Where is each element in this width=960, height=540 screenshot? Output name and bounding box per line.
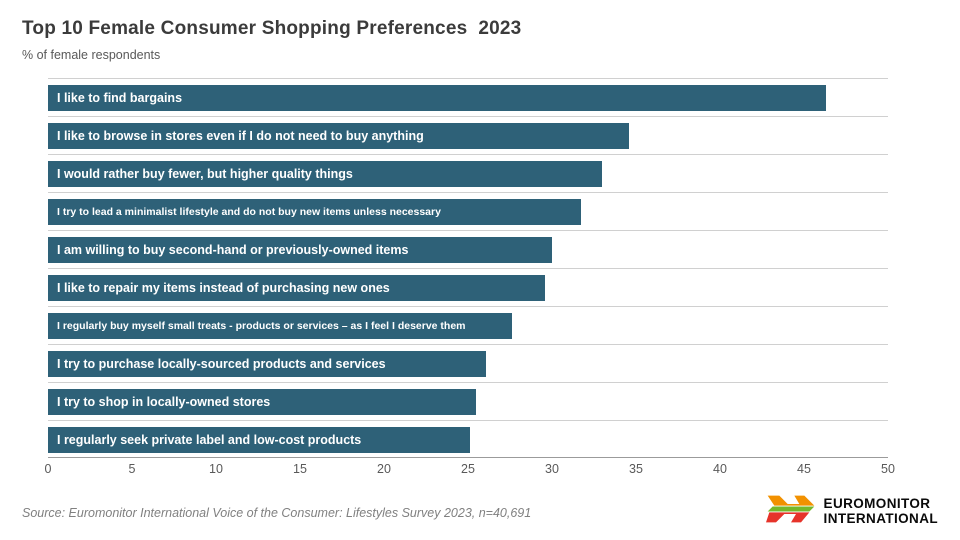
bar-label: I try to purchase locally-sourced produc… (57, 357, 386, 371)
euromonitor-logo: EUROMONITOR INTERNATIONAL (765, 494, 938, 529)
bar: I like to find bargains (48, 85, 826, 111)
plot-area: I like to find bargains I like to browse … (48, 78, 888, 458)
bar: I regularly seek private label and low-c… (48, 427, 470, 453)
bar-label: I try to shop in locally-owned stores (57, 395, 271, 409)
x-tick-label: 40 (713, 462, 727, 476)
bar-row: I would rather buy fewer, but higher qua… (48, 155, 888, 193)
x-tick-label: 0 (44, 462, 52, 476)
bar-row: I try to purchase locally-sourced produc… (48, 345, 888, 383)
bar-label: I like to repair my items instead of pur… (57, 281, 390, 295)
bar-row: I like to browse in stores even if I do … (48, 117, 888, 155)
x-tick-label: 30 (545, 462, 559, 476)
bar: I try to shop in locally-owned stores (48, 389, 477, 415)
bar: I am willing to buy second-hand or previ… (48, 237, 552, 263)
bar-row: I regularly seek private label and low-c… (48, 421, 888, 459)
logo-line-2: INTERNATIONAL (823, 510, 938, 526)
x-tick-label: 10 (209, 462, 223, 476)
x-tick-label: 45 (797, 462, 811, 476)
bar-label: I like to browse in stores even if I do … (57, 129, 424, 143)
x-tick-label: 20 (377, 462, 391, 476)
bar: I regularly buy myself small treats - pr… (48, 313, 512, 339)
source-note: Source: Euromonitor International Voice … (22, 506, 532, 520)
bar-row: I like to repair my items instead of pur… (48, 269, 888, 307)
chart-subtitle: % of female respondents (22, 48, 161, 62)
bar-row: I regularly buy myself small treats - pr… (48, 307, 888, 345)
bar-row: I try to shop in locally-owned stores (48, 383, 888, 421)
bar-row: I like to find bargains (48, 79, 888, 117)
bar-label: I regularly buy myself small treats - pr… (57, 320, 466, 332)
bar: I like to browse in stores even if I do … (48, 123, 630, 149)
bar-label: I am willing to buy second-hand or previ… (57, 243, 409, 257)
bar: I try to purchase locally-sourced produc… (48, 351, 487, 377)
bar-row: I try to lead a minimalist lifestyle and… (48, 193, 888, 231)
x-tick-label: 5 (128, 462, 136, 476)
chart-title: Top 10 Female Consumer Shopping Preferen… (22, 18, 522, 39)
logo-text: EUROMONITOR INTERNATIONAL (823, 495, 938, 527)
bar-label: I try to lead a minimalist lifestyle and… (57, 206, 441, 218)
bar-label: I would rather buy fewer, but higher qua… (57, 167, 353, 181)
x-tick-label: 15 (293, 462, 307, 476)
bar-label: I like to find bargains (57, 91, 183, 105)
x-axis: 0 5 10 15 20 25 30 35 40 45 50 (44, 462, 895, 478)
bar-row: I am willing to buy second-hand or previ… (48, 231, 888, 269)
euromonitor-arrows-icon (765, 494, 817, 529)
bar-label: I regularly seek private label and low-c… (57, 433, 362, 447)
x-tick-label: 35 (629, 462, 643, 476)
bar: I try to lead a minimalist lifestyle and… (48, 199, 581, 225)
bar: I like to repair my items instead of pur… (48, 275, 546, 301)
x-tick-label: 50 (881, 462, 895, 476)
logo-line-1: EUROMONITOR (823, 495, 931, 511)
bar: I would rather buy fewer, but higher qua… (48, 161, 603, 187)
x-tick-label: 25 (461, 462, 475, 476)
